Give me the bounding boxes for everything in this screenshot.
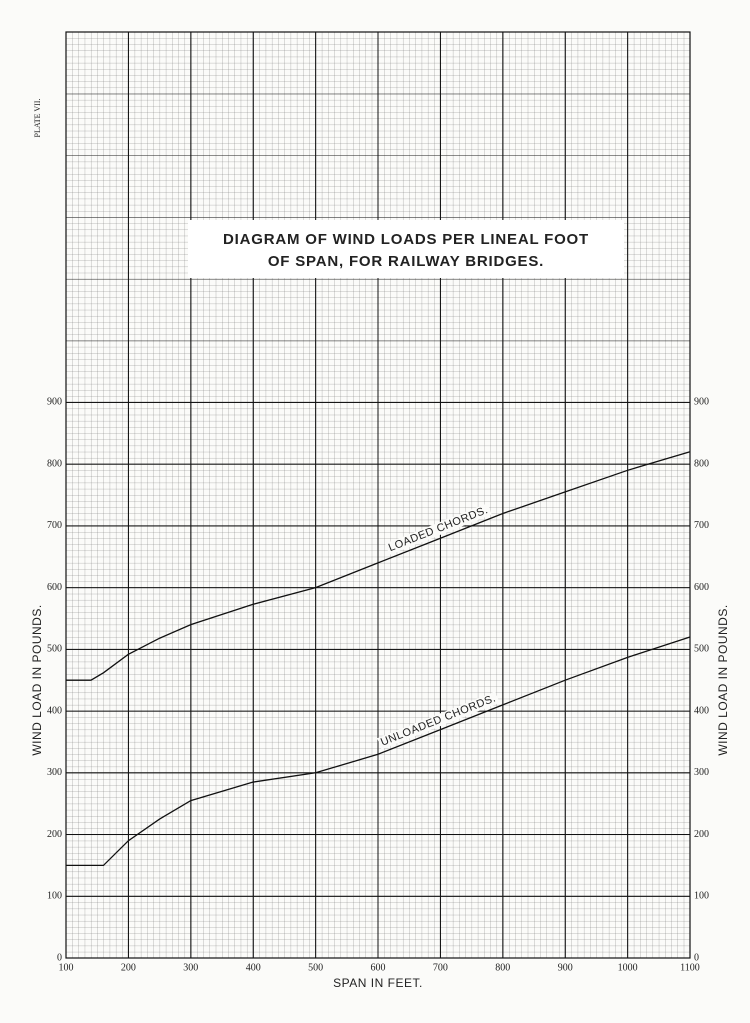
x-tick-label: 300 xyxy=(183,962,198,973)
x-tick-label: 400 xyxy=(246,962,261,973)
plate-label: PLATE VII. xyxy=(33,99,42,138)
y-tick-label: 200 xyxy=(47,829,62,840)
y-tick-label: 200 xyxy=(694,829,709,840)
x-tick-label: 600 xyxy=(371,962,386,973)
y-tick-label: 400 xyxy=(47,705,62,716)
series-line xyxy=(66,636,691,867)
series-label-bg xyxy=(377,691,500,750)
series-label-bg xyxy=(385,503,492,555)
series-line xyxy=(66,451,691,681)
plot-frame xyxy=(65,31,691,959)
x-tick-label: 500 xyxy=(308,962,323,973)
y-tick-label: 0 xyxy=(694,952,699,963)
y-tick-label: 800 xyxy=(694,458,709,469)
y-tick-label: 0 xyxy=(57,952,62,963)
x-tick-label: 1100 xyxy=(680,962,700,973)
y-tick-label: 800 xyxy=(47,458,62,469)
y-tick-label: 300 xyxy=(694,767,709,778)
y-axis-label: WIND LOAD IN POUNDS. xyxy=(30,604,44,755)
x-tick-label: 100 xyxy=(59,962,74,973)
y-tick-label: 600 xyxy=(47,582,62,593)
title-box xyxy=(188,220,624,278)
y-tick-label: 700 xyxy=(47,520,62,531)
x-tick-label: 700 xyxy=(433,962,448,973)
chart-title: OF SPAN, FOR RAILWAY BRIDGES. xyxy=(268,253,544,270)
chart-title: DIAGRAM OF WIND LOADS PER LINEAL FOOT xyxy=(223,231,589,248)
y-tick-label: 900 xyxy=(694,397,709,408)
y-tick-label: 300 xyxy=(47,767,62,778)
x-axis-label: SPAN IN FEET. xyxy=(333,976,423,990)
x-tick-label: 900 xyxy=(558,962,573,973)
y-tick-label: 700 xyxy=(694,520,709,531)
y-tick-label: 400 xyxy=(694,705,709,716)
y-tick-label: 500 xyxy=(694,644,709,655)
x-tick-label: 800 xyxy=(495,962,510,973)
y-tick-label: 500 xyxy=(47,644,62,655)
y-tick-label: 900 xyxy=(47,397,62,408)
x-tick-label: 200 xyxy=(121,962,136,973)
y-axis-label: WIND LOAD IN POUNDS. xyxy=(716,604,730,755)
y-tick-label: 600 xyxy=(694,582,709,593)
y-tick-label: 100 xyxy=(694,891,709,902)
x-tick-label: 1000 xyxy=(618,962,638,973)
y-tick-label: 100 xyxy=(47,891,62,902)
